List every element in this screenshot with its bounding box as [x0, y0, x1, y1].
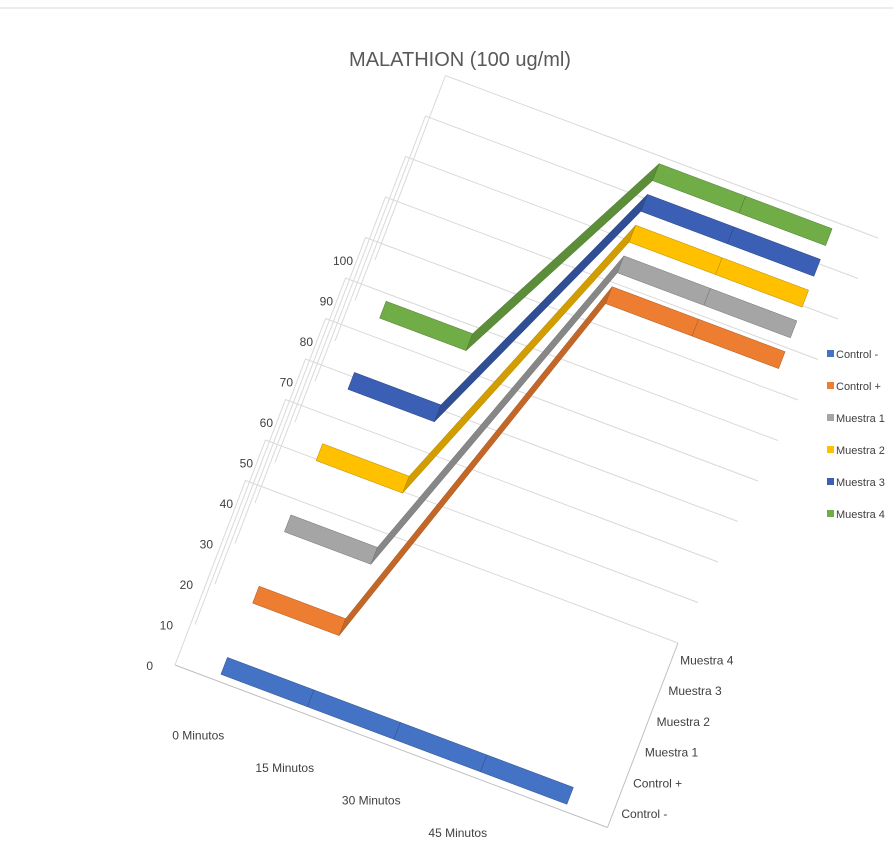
series-muestra-1 — [284, 255, 798, 565]
series-muestra-4 — [379, 163, 833, 351]
gridline — [294, 236, 799, 423]
depth-tick-label: Control + — [633, 776, 682, 790]
legend-swatch — [827, 350, 834, 357]
chart-title: MALATHION (100 ug/ml) — [349, 49, 571, 71]
gridline — [174, 479, 679, 666]
gridline — [234, 358, 739, 544]
series-group — [220, 163, 833, 805]
depth-tick-label: Muestra 4 — [680, 653, 734, 667]
x-tick-label: 45 Minutos — [428, 826, 487, 840]
series-control — [252, 286, 786, 636]
legend-swatch — [827, 510, 834, 517]
legend-label: Muestra 2 — [836, 445, 885, 457]
axis-labels: 0 10 20 30 40 50 60 70 80 90 100 0 Minutos 15 Minuto… — [146, 254, 734, 840]
legend-label: Muestra 1 — [836, 413, 885, 425]
y-tick-label: 80 — [300, 335, 314, 349]
legend-swatch — [827, 414, 834, 421]
gridline — [314, 196, 819, 382]
legend-label: Control - — [836, 349, 879, 361]
legend-item: Control + — [827, 381, 881, 393]
legend-swatch — [827, 446, 834, 453]
legend-item: Muestra 4 — [827, 509, 885, 521]
category-axis-line — [174, 664, 608, 828]
y-tick-label: 50 — [240, 457, 254, 471]
y-tick-label: 10 — [160, 619, 174, 633]
legend-item: Muestra 1 — [827, 413, 885, 425]
legend-item: Muestra 2 — [827, 445, 885, 457]
y-tick-label: 70 — [280, 376, 294, 390]
series-segment — [703, 288, 798, 339]
depth-tick-label: Muestra 3 — [668, 684, 722, 698]
depth-tick-label: Muestra 2 — [657, 715, 711, 729]
series-segment — [715, 257, 809, 308]
series-segment — [738, 195, 833, 246]
x-tick-label: 30 Minutos — [342, 793, 401, 807]
gridline — [374, 74, 879, 261]
gridline — [194, 439, 699, 625]
legend-label: Control + — [836, 381, 881, 393]
legend-label: Muestra 4 — [836, 509, 885, 521]
depth-tick-label: Control - — [621, 807, 667, 821]
y-tick-label: 0 — [146, 659, 153, 673]
y-tick-label: 60 — [260, 416, 274, 430]
gridline — [274, 277, 779, 463]
gridline — [214, 398, 719, 585]
x-tick-label: 0 Minutos — [172, 728, 224, 742]
series-segment — [691, 318, 786, 369]
gridline — [254, 317, 759, 504]
x-tick-label: 15 Minutos — [255, 761, 314, 775]
series-segment — [727, 226, 821, 277]
legend-swatch — [827, 478, 834, 485]
series-control — [220, 657, 574, 805]
y-tick-label: 20 — [180, 578, 194, 592]
y-tick-label: 30 — [200, 538, 214, 552]
series-muestra-3 — [347, 194, 821, 423]
legend-item: Muestra 3 — [827, 477, 885, 489]
depth-axis-line — [607, 642, 679, 828]
legend-item: Control - — [827, 349, 879, 361]
legend: Control - Control + Muestra 1 Muestra 2 Mues… — [827, 349, 885, 521]
y-tick-label: 40 — [220, 497, 234, 511]
y-tick-label: 100 — [333, 254, 353, 268]
y-tick-label: 90 — [320, 295, 334, 309]
series-segment — [480, 754, 574, 805]
legend-swatch — [827, 382, 834, 389]
series-muestra-2 — [315, 224, 809, 494]
grid — [174, 74, 879, 828]
depth-tick-label: Muestra 1 — [645, 746, 699, 760]
legend-label: Muestra 3 — [836, 477, 885, 489]
